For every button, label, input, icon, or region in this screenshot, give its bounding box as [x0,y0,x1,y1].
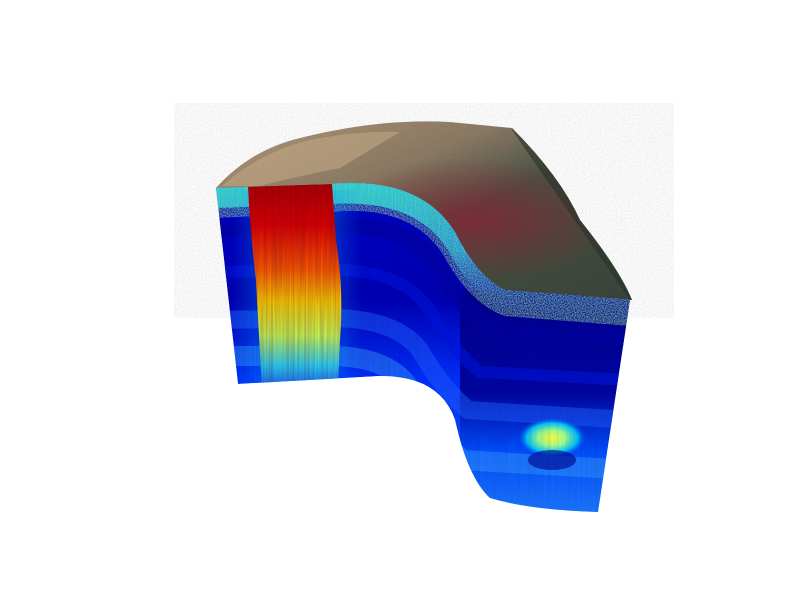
cross-section-side [512,128,632,300]
terrain-surface [216,121,632,300]
